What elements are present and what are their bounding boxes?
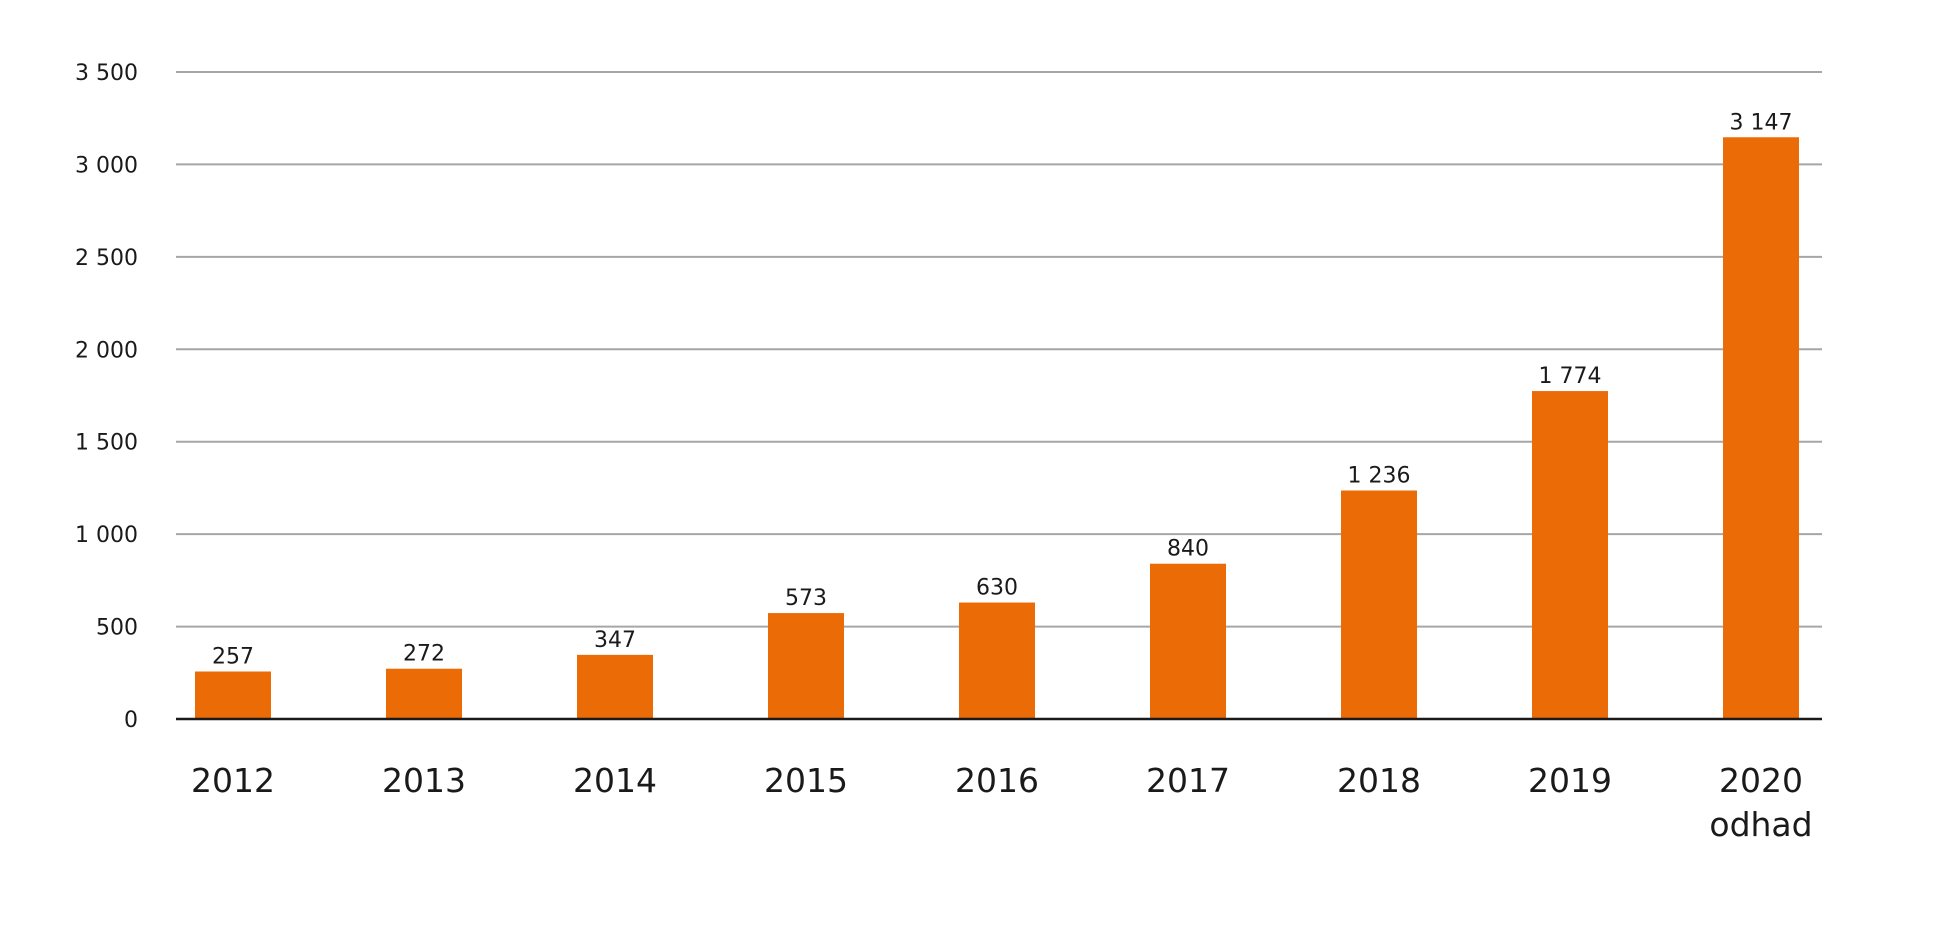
x-tick-label: 2019	[1528, 761, 1612, 800]
data-label: 573	[785, 586, 827, 611]
y-tick-label: 0	[124, 708, 138, 733]
x-tick-label: 2013	[382, 761, 466, 800]
x-tick-label: 2018	[1337, 761, 1421, 800]
data-label: 1 236	[1348, 464, 1411, 489]
bar	[1150, 563, 1226, 719]
bar	[768, 613, 844, 719]
bar	[1341, 490, 1417, 719]
y-tick-label: 3 500	[75, 61, 138, 86]
y-tick-label: 3 000	[75, 153, 138, 178]
y-tick-label: 500	[96, 616, 138, 641]
x-tick-label: 2014	[573, 761, 657, 800]
data-label: 840	[1167, 537, 1209, 562]
x-tick-label: 2015	[764, 761, 848, 800]
bars	[176, 137, 1822, 721]
data-label: 257	[212, 644, 254, 669]
x-tick-label: 2017	[1146, 761, 1230, 800]
data-label: 347	[594, 628, 636, 653]
gridlines	[176, 71, 1822, 628]
x-tick-label: odhad	[1709, 805, 1812, 844]
y-tick-label: 2 500	[75, 246, 138, 271]
bar	[577, 654, 653, 719]
data-label: 272	[403, 642, 445, 667]
bar	[195, 671, 271, 719]
bar	[386, 668, 462, 719]
x-tick-label: 2016	[955, 761, 1039, 800]
x-tick-label: 2012	[191, 761, 275, 800]
bar	[1532, 391, 1608, 719]
y-tick-label: 1 000	[75, 523, 138, 548]
x-axis-tick-labels: 2012 2013 2014 2015 2016 2017 2018 2019 2020 odha…	[191, 761, 1813, 844]
bar	[959, 602, 1035, 719]
data-label: 3 147	[1730, 110, 1793, 135]
data-label: 1 774	[1539, 364, 1602, 389]
y-axis-tick-labels: 0 500 1 000 1 500 2 000 2 500 3 000 3 500	[75, 61, 138, 733]
x-tick-label: 2020	[1719, 761, 1803, 800]
bar	[1723, 137, 1799, 719]
y-tick-label: 2 000	[75, 338, 138, 363]
y-tick-label: 1 500	[75, 431, 138, 456]
data-label: 630	[976, 576, 1018, 601]
data-labels: 257 272 347 573 630 840 1 236 1 774 3 147	[212, 110, 1792, 669]
